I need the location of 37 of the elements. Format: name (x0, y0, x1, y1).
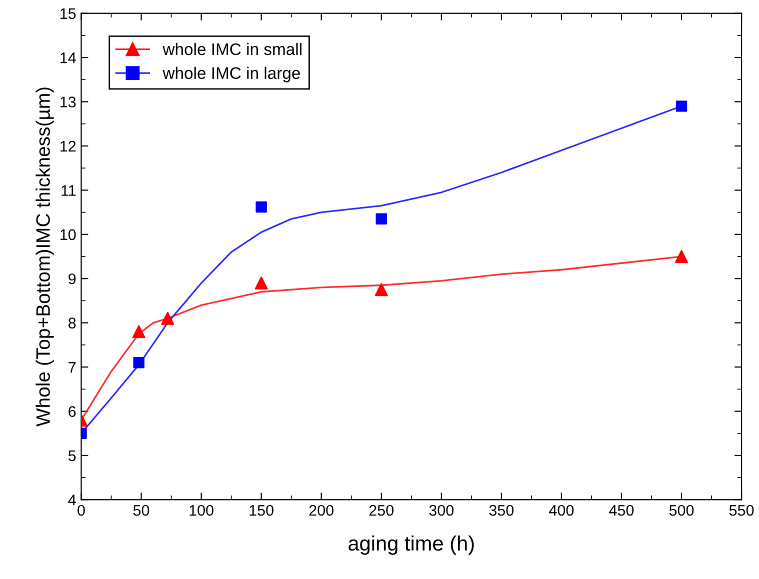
y-tick-label: 13 (60, 96, 76, 108)
point (675, 250, 688, 263)
y-tick-label: 11 (62, 185, 76, 196)
point (161, 312, 174, 325)
y-tick-label: 15 (60, 8, 76, 20)
y-tick-label: 14 (60, 52, 76, 64)
point (254, 276, 268, 290)
point (133, 357, 144, 368)
legend-label: whole IMC in large (162, 66, 300, 82)
y-tick-label: 9 (68, 273, 76, 284)
x-tick-label: 50 (133, 504, 150, 516)
x-tick-label: 100 (190, 504, 214, 516)
y-tick-label: 5 (68, 450, 76, 462)
x-tick-label: 400 (549, 504, 574, 516)
x-tick-label: 350 (489, 504, 514, 516)
y-tick-label: 6 (68, 406, 76, 417)
y-axis-title: Whole (Top+Bottom)IMC thickness(µm) (36, 88, 54, 427)
point (256, 201, 267, 213)
point (376, 213, 387, 225)
y-tick-label: 4 (68, 494, 76, 506)
x-tick-label: 450 (609, 504, 634, 516)
x-axis-title: aging time (h) (348, 535, 474, 555)
x-tick-label: 550 (729, 504, 754, 516)
y-tick-label: 12 (60, 140, 76, 152)
y-tick-label: 7 (68, 362, 76, 373)
x-tick-label: 500 (669, 504, 694, 516)
legend-label: whole IMC in small (162, 42, 302, 56)
x-tick-label: 0 (78, 504, 85, 516)
point (374, 283, 388, 296)
x-tick-label: 250 (369, 504, 394, 516)
y-tick-label: 8 (68, 318, 76, 329)
x-tick-label: 300 (429, 504, 454, 516)
point (676, 100, 688, 112)
y-tick-label: 10 (60, 229, 76, 240)
x-tick-label: 200 (309, 504, 334, 516)
point (132, 325, 146, 338)
x-tick-label: 150 (250, 504, 274, 516)
